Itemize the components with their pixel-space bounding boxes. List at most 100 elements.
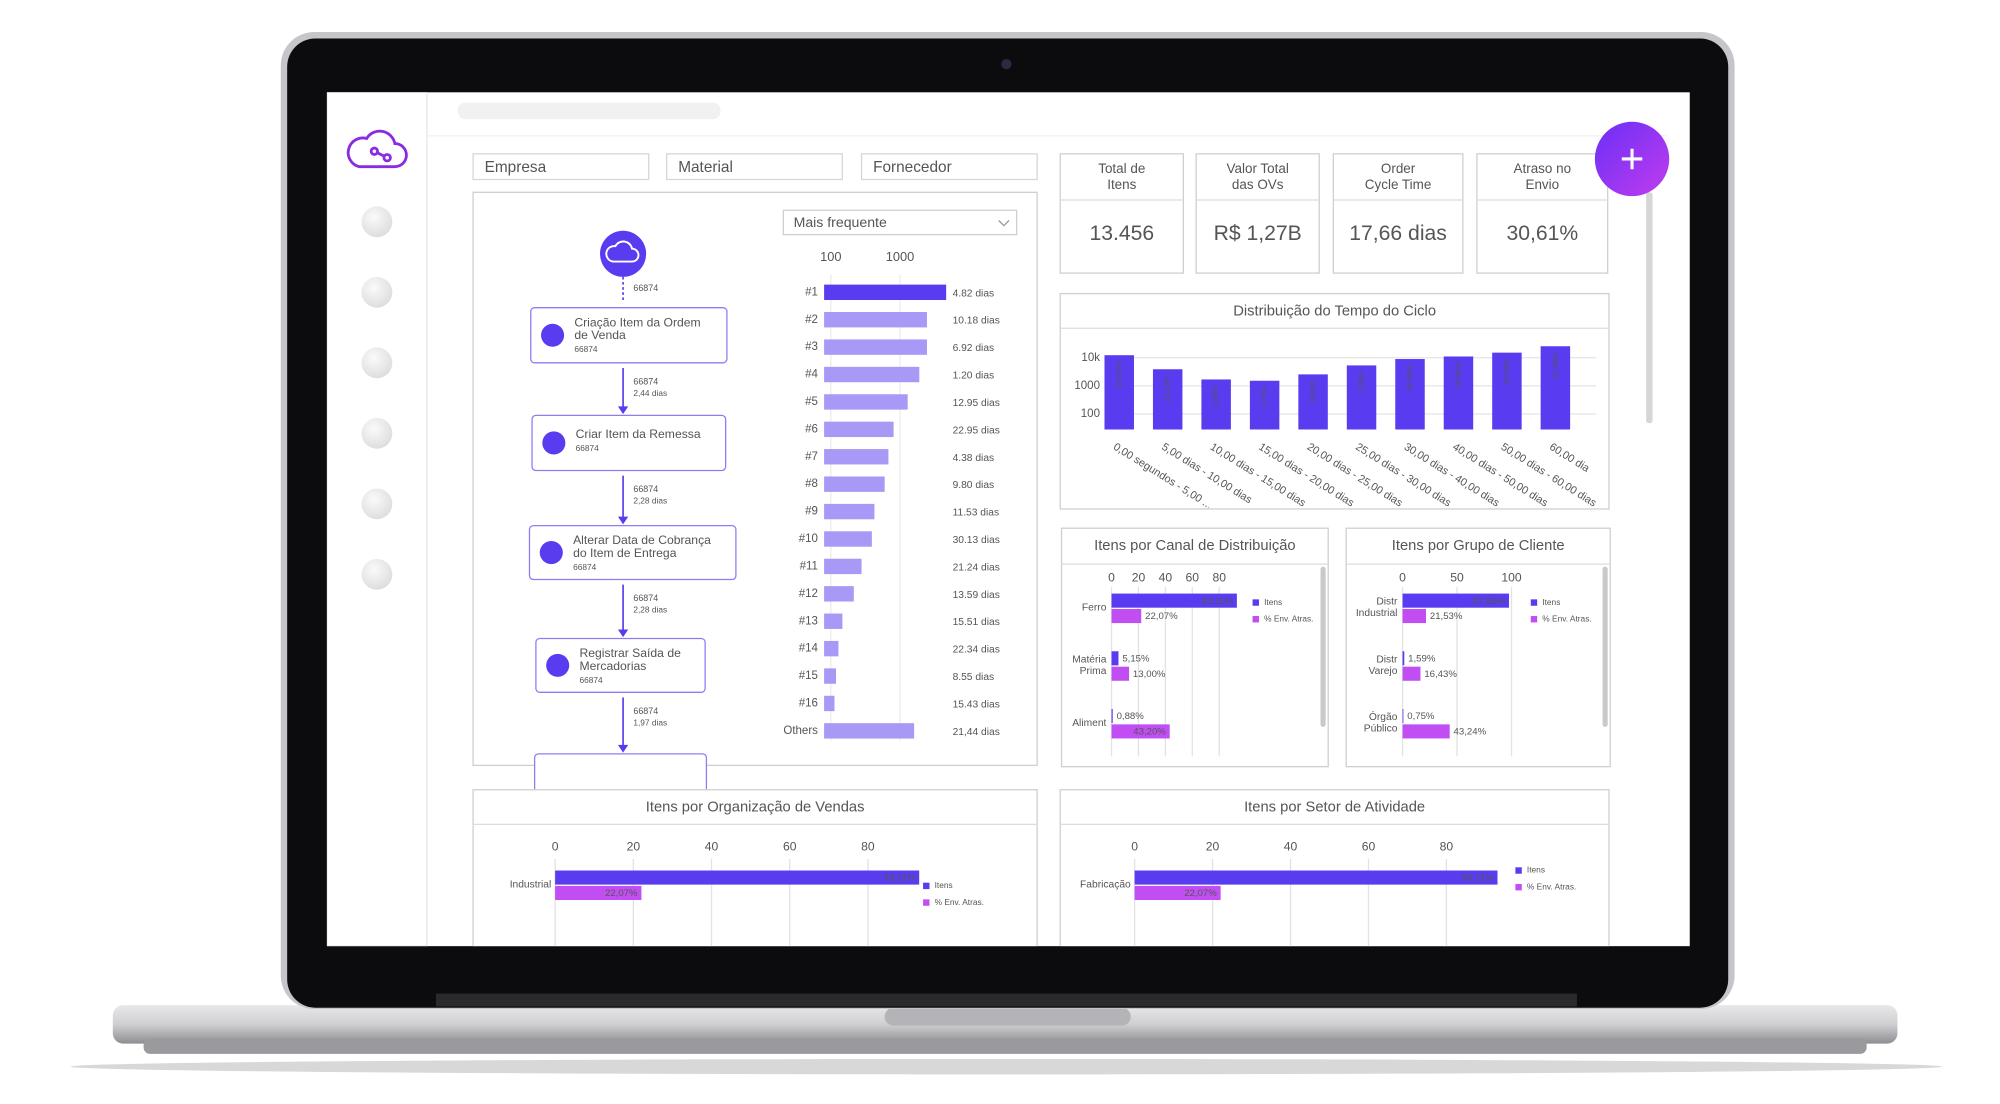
scrollbar bbox=[1320, 566, 1326, 727]
legend-label: % Env. Atras. bbox=[1527, 881, 1576, 891]
bar bbox=[1443, 356, 1474, 430]
edge-time: 1,97 dias bbox=[633, 717, 667, 727]
legend-swatch bbox=[1515, 883, 1522, 891]
bar bbox=[824, 449, 889, 465]
nav-item[interactable] bbox=[361, 488, 393, 520]
edge-count: 66874 bbox=[633, 283, 658, 293]
duration-label: 6.92 dias bbox=[953, 343, 995, 354]
x-tick-label: 40 bbox=[1159, 570, 1173, 584]
category-label: Órgão bbox=[1369, 710, 1398, 723]
process-node[interactable] bbox=[531, 414, 727, 472]
category-label: #15 bbox=[799, 670, 818, 682]
dropdown[interactable] bbox=[782, 209, 1018, 236]
category-label: Distr bbox=[1376, 654, 1398, 665]
kpi-label: das OVs bbox=[1232, 177, 1284, 192]
edge-count: 66874 bbox=[633, 484, 658, 494]
edge-arrow bbox=[617, 406, 629, 415]
process-node[interactable] bbox=[528, 525, 737, 581]
category-label: #5 bbox=[805, 396, 818, 408]
category-label: Aliment bbox=[1072, 718, 1106, 729]
legend-swatch bbox=[1252, 616, 1259, 623]
bar-label: 14,09% bbox=[1405, 365, 1414, 391]
kpi-card bbox=[1059, 153, 1184, 274]
bar-label: 16,88% bbox=[1453, 363, 1462, 389]
duration-label: 15.51 dias bbox=[953, 617, 1000, 628]
filter-input[interactable] bbox=[666, 153, 843, 181]
bar bbox=[824, 558, 862, 575]
bar bbox=[824, 503, 875, 520]
process-node-partial bbox=[533, 753, 708, 793]
x-tick-label: 60 bbox=[1362, 840, 1376, 854]
nav-item[interactable] bbox=[361, 206, 393, 238]
x-tick-label: 40 bbox=[1284, 840, 1298, 854]
duration-label: 22.34 dias bbox=[953, 645, 1000, 656]
x-tick-label: 60 bbox=[1186, 570, 1200, 584]
bar bbox=[1104, 355, 1134, 430]
process-node[interactable] bbox=[530, 307, 728, 364]
duration-label: 11.53 dias bbox=[953, 508, 1000, 519]
category-label: Distr bbox=[1376, 597, 1398, 608]
y-tick-label: 1000 bbox=[1074, 380, 1100, 392]
nav-item[interactable] bbox=[361, 558, 393, 590]
category-label: #13 bbox=[799, 615, 818, 627]
bar-label: 26,97% bbox=[1114, 361, 1123, 387]
kpi-label: Order bbox=[1381, 161, 1416, 176]
category-label: #2 bbox=[805, 314, 818, 326]
node-label: de Venda bbox=[574, 328, 626, 342]
bar bbox=[1111, 708, 1113, 724]
category-label: #16 bbox=[799, 698, 818, 710]
kpi-label: Total de bbox=[1098, 161, 1145, 176]
filter-input[interactable] bbox=[472, 153, 650, 181]
nav-item[interactable] bbox=[361, 276, 393, 308]
node-count: 66874 bbox=[579, 675, 603, 685]
bar-label: 7,38% bbox=[1357, 372, 1366, 394]
value-label: 0,88% bbox=[1117, 711, 1145, 722]
bar bbox=[1134, 870, 1498, 885]
bar bbox=[1402, 608, 1427, 624]
node-dot bbox=[542, 431, 566, 455]
duration-label: 15.43 dias bbox=[953, 699, 1000, 710]
node-label: Registrar Saída de bbox=[579, 646, 681, 660]
bar bbox=[824, 723, 915, 739]
bar bbox=[1492, 352, 1522, 430]
bar bbox=[1111, 593, 1237, 608]
bar-label: 3,03% bbox=[1308, 381, 1317, 403]
node-dot bbox=[539, 541, 563, 565]
start-icon bbox=[605, 240, 640, 263]
duration-label: 1.20 dias bbox=[953, 371, 995, 382]
value-label: 43,24% bbox=[1454, 727, 1487, 738]
nav-item[interactable] bbox=[361, 347, 393, 379]
panel-title: Distribuição do Tempo do Ciclo bbox=[1233, 303, 1436, 319]
bar bbox=[1152, 369, 1183, 430]
bar bbox=[1402, 724, 1450, 739]
bar bbox=[824, 284, 947, 300]
value-label: 0,75% bbox=[1407, 711, 1435, 722]
legend-swatch bbox=[923, 882, 930, 890]
bar bbox=[1134, 885, 1221, 900]
x-tick-label: 100 bbox=[820, 249, 841, 264]
node-label: Criação Item da Ordem bbox=[574, 315, 700, 329]
x-tick-label: 100 bbox=[1501, 570, 1522, 584]
kpi-label: Itens bbox=[1107, 177, 1136, 192]
filter-input[interactable] bbox=[860, 153, 1038, 181]
duration-label: 9.80 dias bbox=[953, 480, 995, 491]
duration-label: 10.18 dias bbox=[953, 316, 1000, 327]
kpi-label: Valor Total bbox=[1227, 161, 1289, 176]
node-label: Criar Item da Remessa bbox=[576, 427, 701, 441]
process-node[interactable] bbox=[535, 637, 706, 693]
duration-label: 21,44 dias bbox=[953, 727, 1000, 738]
x-tick-label: 80 bbox=[1212, 570, 1226, 584]
y-tick-label: 10k bbox=[1081, 352, 1100, 364]
filter-placeholder: Empresa bbox=[485, 159, 547, 176]
x-tick-label: 80 bbox=[861, 840, 875, 854]
nav-item[interactable] bbox=[361, 417, 393, 449]
panel bbox=[1345, 527, 1611, 768]
bar bbox=[824, 640, 839, 657]
legend-label: Itens bbox=[1264, 597, 1282, 607]
logo bbox=[346, 129, 408, 169]
bar-label: 22,13% bbox=[1163, 376, 1172, 402]
bar bbox=[824, 695, 835, 712]
value-label: 22,07% bbox=[605, 888, 638, 899]
